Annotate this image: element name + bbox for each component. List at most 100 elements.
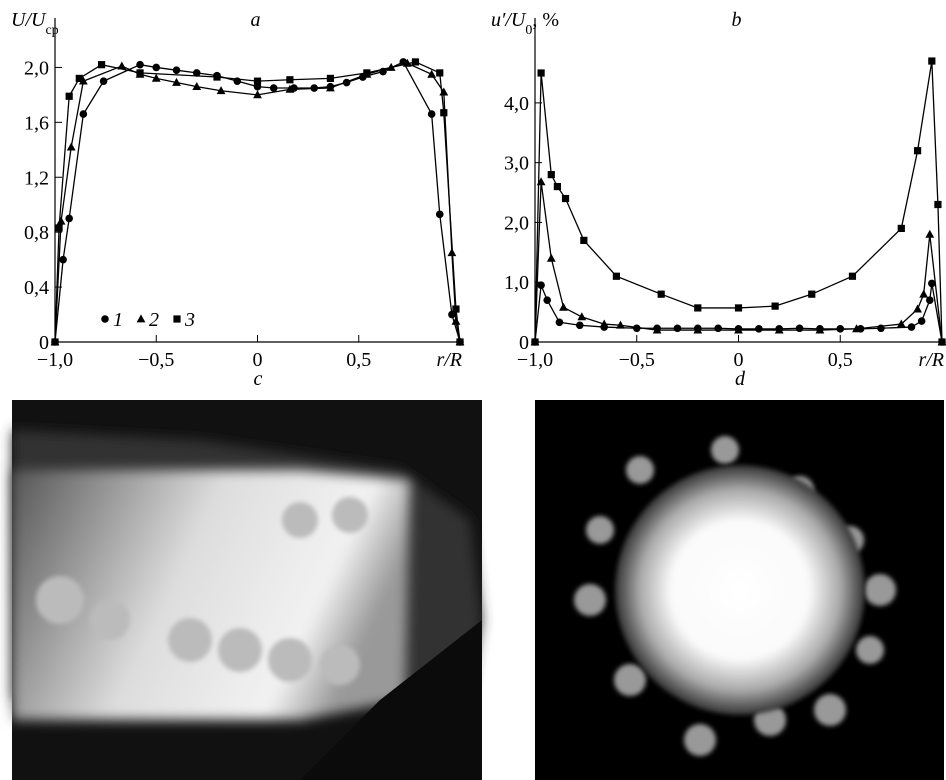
marker	[65, 92, 73, 100]
marker	[896, 319, 906, 328]
marker	[51, 338, 59, 346]
marker	[547, 171, 555, 179]
x-tick-label: −1,0	[517, 349, 553, 371]
y-tick-label: 1,6	[24, 112, 49, 134]
marker	[286, 76, 294, 84]
marker	[151, 73, 161, 82]
marker	[411, 58, 420, 66]
marker	[693, 325, 703, 334]
marker	[75, 74, 83, 83]
marker	[436, 69, 444, 77]
y-tick-label: 1,2	[24, 167, 49, 189]
marker	[213, 73, 221, 81]
marker	[537, 69, 545, 77]
marker	[55, 224, 63, 232]
marker	[440, 109, 448, 117]
y-tick-label: 2,0	[504, 212, 529, 234]
x-axis-label: r/R	[436, 349, 462, 371]
legend-label: 1	[113, 309, 123, 331]
marker	[795, 324, 804, 333]
series-line	[54, 61, 461, 343]
marker	[78, 76, 88, 85]
x-tick-label: −0,5	[619, 349, 655, 371]
y-axis-label-part: U/U	[11, 9, 47, 31]
marker	[456, 338, 464, 346]
marker	[99, 77, 108, 85]
marker	[427, 69, 437, 78]
marker	[934, 200, 942, 209]
marker	[65, 214, 73, 223]
y-tick-label: 1,0	[504, 272, 529, 294]
panel-label: c	[254, 368, 263, 390]
y-axis-label-part: 0	[525, 23, 532, 38]
marker	[537, 281, 545, 290]
series-line	[54, 62, 461, 343]
x-tick-label: −1,0	[37, 349, 73, 371]
y-tick-label: 4,0	[504, 93, 529, 115]
marker	[848, 272, 857, 280]
x-tick-label: 0,5	[828, 349, 853, 371]
marker	[612, 272, 620, 280]
marker	[555, 318, 564, 327]
marker	[427, 110, 436, 118]
panel-label: b	[732, 9, 742, 31]
y-axis-label-part: cp	[45, 23, 58, 38]
marker	[575, 321, 584, 330]
marker	[363, 69, 371, 77]
marker	[913, 147, 922, 155]
photo-d	[535, 400, 944, 780]
marker	[326, 83, 335, 92]
marker	[561, 194, 570, 203]
x-tick-label: −0,5	[138, 349, 174, 371]
y-tick-label: 2,0	[24, 57, 49, 79]
legend-marker	[101, 315, 109, 323]
panel-label: a	[251, 9, 261, 31]
marker	[580, 236, 588, 244]
marker	[928, 57, 936, 65]
marker	[172, 77, 181, 86]
marker	[253, 77, 262, 85]
marker	[925, 229, 935, 238]
marker	[632, 324, 641, 333]
marker	[59, 255, 67, 264]
x-tick-label: 0,5	[346, 349, 371, 371]
marker	[919, 289, 929, 298]
marker	[66, 142, 76, 151]
y-tick-label: 0	[39, 332, 49, 354]
marker	[269, 84, 278, 92]
y-axis-label-part: , %	[532, 9, 559, 31]
marker	[56, 216, 66, 225]
legend-label: 3	[184, 309, 195, 331]
marker	[79, 110, 88, 118]
marker	[531, 338, 539, 346]
marker	[925, 296, 934, 304]
marker	[771, 302, 779, 310]
marker	[559, 302, 568, 311]
legend-marker	[136, 314, 146, 323]
marker	[117, 61, 127, 70]
series-line	[54, 61, 461, 343]
marker	[599, 319, 609, 328]
marker	[774, 325, 784, 334]
marker	[734, 304, 743, 312]
series-line	[534, 60, 943, 343]
marker	[808, 290, 816, 298]
marker	[192, 69, 201, 77]
marker	[553, 182, 561, 191]
marker	[285, 84, 295, 93]
marker	[253, 90, 262, 99]
marker	[897, 224, 905, 233]
marker	[577, 312, 587, 321]
marker	[136, 69, 144, 77]
marker	[216, 86, 226, 95]
marker	[172, 66, 181, 74]
marker	[694, 304, 702, 312]
y-tick-label: 0,8	[24, 222, 49, 244]
marker	[755, 325, 763, 333]
marker	[546, 253, 556, 262]
x-tick-label: 0	[734, 349, 744, 371]
marker	[852, 324, 861, 333]
marker	[673, 324, 682, 333]
marker	[652, 325, 662, 334]
